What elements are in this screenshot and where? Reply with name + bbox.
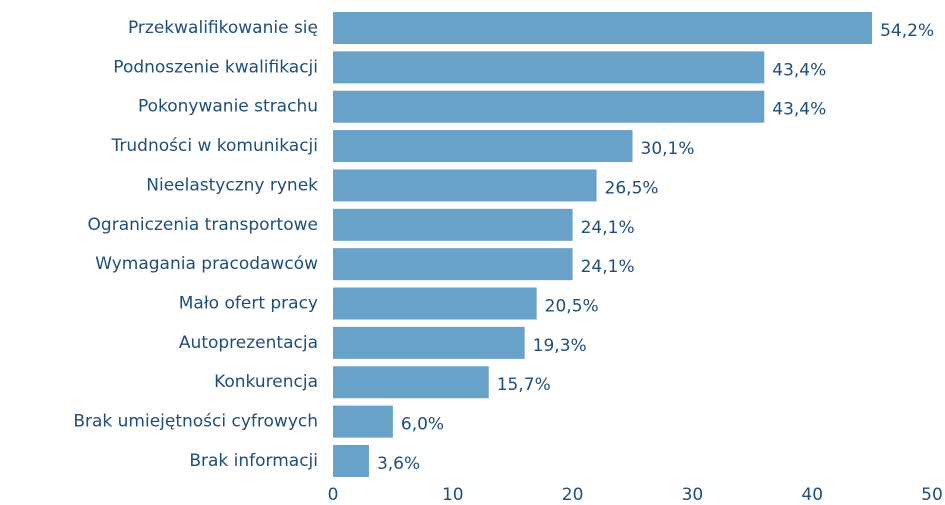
data-label: 19,3% [533,336,587,356]
y-tick-label: Brak informacji [189,451,318,471]
bar [333,326,525,359]
data-label: 20,5% [545,297,599,317]
bar [333,12,873,44]
y-tick-label: Autoprezentacja [179,333,318,353]
data-label: 15,7% [497,375,551,395]
data-label: 24,1% [581,218,635,238]
bar [333,51,765,84]
x-tick-label: 50 [921,485,943,505]
bar [333,444,369,477]
y-tick-label: Przekwalifikowanie się [128,18,318,38]
bar [333,248,573,281]
x-tick-label: 20 [562,485,584,505]
bar [333,169,597,202]
x-tick-label: 0 [328,485,339,505]
y-tick-label: Podnoszenie kwalifikacji [113,57,318,77]
data-label: 6,0% [401,415,444,435]
y-tick-label: Nieelastyczny rynek [146,175,318,195]
bar [333,405,393,438]
data-label: 43,4% [772,60,826,80]
data-label: 43,4% [772,100,826,120]
y-tick-label: Ograniczenia transportowe [88,215,318,235]
data-label: 26,5% [605,178,659,198]
x-tick-label: 10 [442,485,464,505]
data-label: 24,1% [581,257,635,277]
x-tick-label: 30 [682,485,704,505]
bar [333,208,573,241]
x-tick-label: 40 [801,485,823,505]
y-tick-label: Trudności w komunikacji [111,136,318,156]
y-tick-label: Pokonywanie strachu [138,97,318,117]
bar [333,90,765,123]
data-label: 30,1% [641,139,695,159]
bar [333,287,537,320]
bar [333,130,633,163]
y-tick-label: Brak umiejętności cyfrowych [73,412,318,432]
bar [333,366,489,399]
data-label: 3,6% [377,454,420,474]
y-tick-label: Mało ofert pracy [179,294,318,314]
data-label: 54,2% [880,21,934,41]
y-tick-label: Wymagania pracodawców [95,254,318,274]
y-tick-label: Konkurencja [214,372,318,392]
